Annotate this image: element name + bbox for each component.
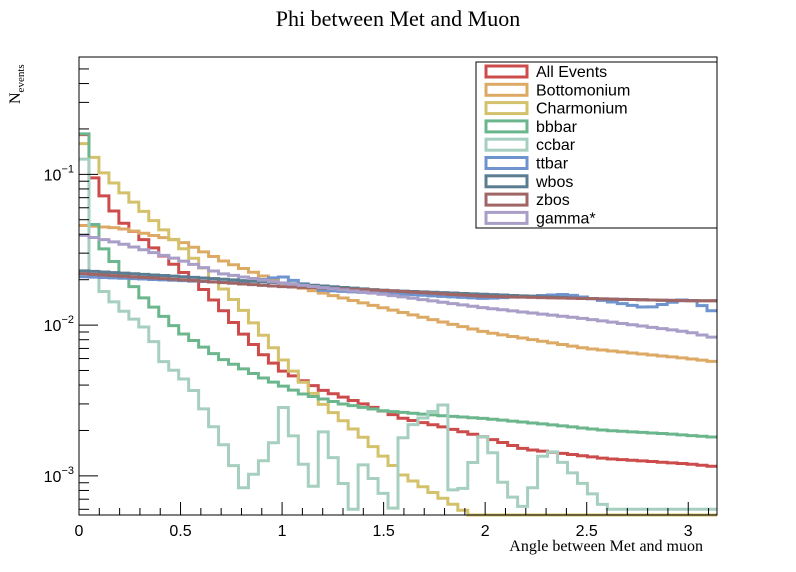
series-ttbar xyxy=(79,275,717,313)
legend-swatch xyxy=(484,64,529,79)
legend-swatch xyxy=(484,210,529,225)
legend-entry-label: gamma* xyxy=(536,210,596,227)
legend-entry-label: All Events xyxy=(536,64,607,81)
legend-swatch xyxy=(484,156,529,170)
legend-entry-label: Bottomonium xyxy=(536,82,630,99)
plot-area xyxy=(79,132,717,517)
legend-entry-label: Charmonium xyxy=(536,101,628,118)
series-bbbar xyxy=(79,132,717,439)
y-tick-label: 10−3 xyxy=(44,465,74,486)
legend-swatch xyxy=(484,137,529,152)
x-tick-label: 0.5 xyxy=(169,523,191,540)
series-ccbar xyxy=(79,157,717,511)
y-axis-label: Nevents xyxy=(7,64,27,104)
legend-entry-label: zbos xyxy=(536,192,570,209)
x-tick-label: 3 xyxy=(684,523,693,540)
axes: 0 0.5 1 1.5 2 2.5 3 10−3 10−2 10−1 xyxy=(44,68,710,540)
y-tick-label: 10−1 xyxy=(44,163,74,184)
legend-entry-label: wbos xyxy=(535,174,573,191)
legend-swatch xyxy=(484,174,529,189)
legend-swatch xyxy=(484,82,529,97)
legend-entry-label: ccbar xyxy=(536,137,576,154)
legend-swatch xyxy=(484,101,529,116)
plot-frame xyxy=(78,56,718,516)
legend-entry-label: bbbar xyxy=(536,119,578,136)
series-gamma xyxy=(79,233,717,339)
x-tick-label: 2.5 xyxy=(576,523,598,540)
chart-title: Phi between Met and Muon xyxy=(276,6,520,31)
series-bottomonium xyxy=(79,224,717,363)
x-axis-label: Angle between Met and muon xyxy=(509,538,703,555)
legend-entry-label: ttbar xyxy=(536,156,569,173)
x-tick-label: 2 xyxy=(481,523,490,540)
legend-swatch xyxy=(484,192,529,207)
x-tick-label: 1.5 xyxy=(372,523,394,540)
legend-swatch xyxy=(484,119,529,134)
series-zbos xyxy=(79,272,717,303)
legend-box xyxy=(475,61,718,229)
x-tick-label: 1 xyxy=(278,523,287,540)
x-tick-label: 0 xyxy=(75,523,84,540)
y-tick-label: 10−2 xyxy=(44,314,74,335)
series-all-events xyxy=(79,133,717,468)
